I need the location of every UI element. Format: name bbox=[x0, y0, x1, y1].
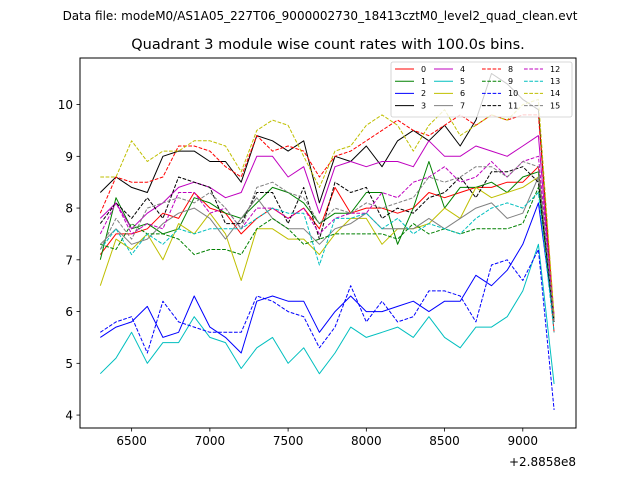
legend-label-2: 2 bbox=[421, 89, 426, 98]
x-tick-label: 9000 bbox=[508, 434, 539, 448]
axes-frame bbox=[79, 57, 577, 429]
legend-label-9: 9 bbox=[508, 77, 513, 86]
y-tick-label: 5 bbox=[65, 357, 73, 371]
legend-label-0: 0 bbox=[421, 65, 426, 74]
x-tick-label: 8500 bbox=[429, 434, 460, 448]
series-line-13 bbox=[99, 192, 555, 333]
y-tick-label: 8 bbox=[65, 202, 73, 216]
legend-label-12: 12 bbox=[550, 65, 560, 74]
series-line-0 bbox=[99, 166, 555, 333]
legend-label-5: 5 bbox=[460, 77, 465, 86]
series-line-14 bbox=[100, 98, 555, 317]
series-line-10 bbox=[100, 249, 555, 410]
series-line-5 bbox=[99, 243, 555, 385]
legend-label-8: 8 bbox=[508, 65, 513, 74]
series-line-6 bbox=[99, 176, 555, 322]
legend-label-3: 3 bbox=[421, 101, 426, 110]
series-line-9 bbox=[100, 186, 555, 322]
series-line-15 bbox=[99, 161, 555, 322]
chart-title: Quadrant 3 module wise count rates with … bbox=[131, 37, 525, 53]
x-tick-label: 7500 bbox=[273, 434, 304, 448]
legend-label-14: 14 bbox=[550, 89, 560, 98]
x-tick-label: 8000 bbox=[351, 434, 382, 448]
data-file-suptitle: Data file: modeM0/AS1A05_227T06_90000027… bbox=[63, 9, 578, 23]
y-tick-label: 7 bbox=[65, 253, 73, 267]
x-tick-label: 6500 bbox=[116, 434, 147, 448]
x-offset-label: +2.8858e8 bbox=[509, 455, 576, 469]
legend-label-13: 13 bbox=[550, 77, 560, 86]
plot-lines bbox=[99, 73, 555, 410]
y-tick-label: 6 bbox=[65, 305, 73, 319]
y-tick-label: 4 bbox=[65, 409, 73, 423]
y-tick-label: 10 bbox=[58, 98, 73, 112]
legend-label-4: 4 bbox=[460, 65, 465, 74]
axis-ticks: 6500 7000 7500 8000 8500 9000 4 5 6 7 8 9 10 bbox=[58, 98, 538, 448]
series-line-12 bbox=[99, 155, 555, 317]
legend-box bbox=[390, 61, 573, 118]
series-line-11 bbox=[99, 166, 555, 322]
legend-label-15: 15 bbox=[550, 101, 560, 110]
series-line-4 bbox=[99, 135, 555, 322]
legend-label-11: 11 bbox=[508, 101, 518, 110]
series-line-2 bbox=[100, 202, 555, 354]
legend-label-6: 6 bbox=[460, 89, 465, 98]
x-tick-label: 7000 bbox=[195, 434, 226, 448]
legend-label-7: 7 bbox=[460, 101, 465, 110]
legend-label-10: 10 bbox=[508, 89, 518, 98]
y-tick-label: 9 bbox=[65, 150, 73, 164]
legend-label-1: 1 bbox=[421, 77, 426, 86]
